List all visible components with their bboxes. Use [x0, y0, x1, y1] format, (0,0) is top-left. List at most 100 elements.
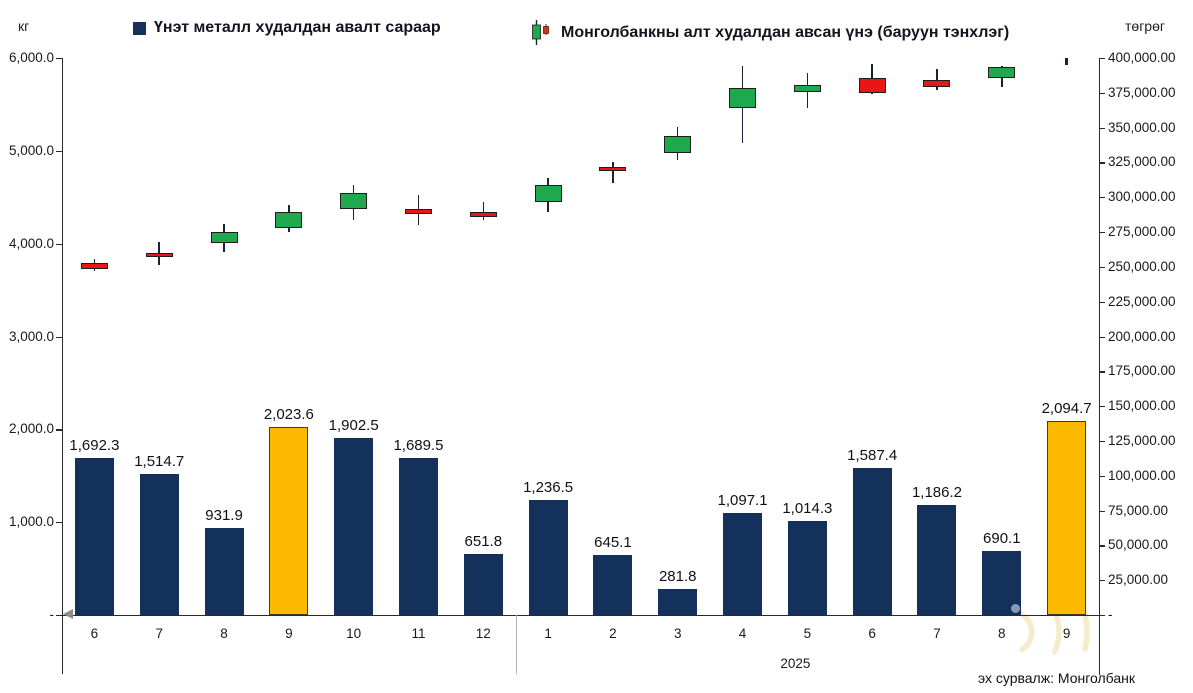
- right-axis-tick-label: 75,000.00: [1108, 502, 1169, 518]
- right-axis-tick: [1099, 580, 1105, 582]
- right-axis-tick: [1099, 301, 1105, 303]
- bar: [398, 458, 438, 615]
- right-axis-tick: [1099, 510, 1105, 512]
- right-axis-tick-label: 25,000.00: [1108, 572, 1169, 588]
- left-axis-tick-label: 5,000.0: [8, 142, 54, 158]
- x-axis-month-label: 6: [90, 626, 99, 641]
- candle-body: [404, 209, 432, 215]
- bar: [917, 504, 957, 615]
- right-axis-unit: төгрөг: [1125, 18, 1165, 34]
- right-axis-tick-label: 50,000.00: [1108, 537, 1169, 553]
- bar: [723, 513, 763, 615]
- legend-item-candles: Монголбанкны алт худалдан авсан үнэ (бар…: [531, 19, 1009, 46]
- right-axis-tick: [1099, 58, 1105, 60]
- candle-body: [340, 192, 368, 210]
- right-axis-tick-label: -: [1108, 607, 1113, 622]
- right-axis-line: [1099, 58, 1101, 675]
- right-axis-tick-label: 225,000.00: [1108, 293, 1176, 309]
- candle-body: [664, 135, 692, 153]
- x-axis-month-label: 8: [998, 626, 1006, 641]
- right-axis-tick-label: 350,000.00: [1108, 119, 1176, 135]
- right-axis-tick: [1099, 197, 1105, 199]
- legend-bar-label: Үнэт металл худалдан авалт сараар: [154, 19, 441, 36]
- left-axis-tick: [56, 429, 62, 431]
- bar: [334, 438, 374, 615]
- right-axis-tick-label: 200,000.00: [1108, 328, 1176, 344]
- x-axis-month-label: 7: [933, 626, 941, 641]
- legend-item-bars: Үнэт металл худалдан авалт сараар: [133, 19, 441, 37]
- right-axis-tick: [1099, 615, 1105, 617]
- right-axis-tick: [1099, 162, 1105, 164]
- candle-body: [210, 231, 238, 244]
- x-axis-month-label: 9: [285, 626, 293, 641]
- left-axis-tick-label: 1,000.0: [8, 514, 54, 530]
- right-axis-tick-label: 150,000.00: [1108, 398, 1176, 414]
- bar-value-label: 690.1: [983, 529, 1021, 547]
- bar: [852, 467, 892, 615]
- x-axis-month-label: 9: [1062, 626, 1071, 641]
- right-axis-tick: [1099, 232, 1105, 234]
- candle-body: [599, 166, 627, 171]
- year-label: 2025: [780, 656, 811, 671]
- right-axis-tick-label: 325,000.00: [1108, 154, 1176, 170]
- bar: [269, 427, 309, 615]
- bar-value-label: 1,236.5: [523, 479, 574, 497]
- year-divider: [515, 615, 517, 674]
- x-axis-month-label: 8: [220, 626, 228, 641]
- x-axis-month-label: 11: [411, 626, 426, 641]
- bar: [204, 528, 244, 615]
- candle-wick: [612, 161, 614, 184]
- scroll-left-arrow-icon[interactable]: [63, 609, 73, 619]
- right-axis-tick-label: 300,000.00: [1108, 189, 1176, 205]
- right-axis-tick-label: 400,000.00: [1108, 50, 1176, 65]
- legend-candle-label: Монголбанкны алт худалдан авсан үнэ (бар…: [561, 23, 1010, 41]
- left-axis-tick: [56, 150, 62, 153]
- candle-body: [923, 80, 951, 87]
- right-axis-tick-label: 100,000.00: [1108, 467, 1176, 483]
- right-axis-tick-label: 250,000.00: [1108, 258, 1176, 274]
- candle-body: [534, 184, 562, 202]
- left-axis-line: [62, 58, 64, 674]
- bar-value-label: 651.8: [464, 533, 503, 551]
- right-axis-tick: [1099, 545, 1105, 547]
- left-axis-tick-label: 3,000.0: [8, 328, 54, 344]
- candle-body: [729, 87, 757, 109]
- bar: [463, 554, 503, 615]
- bar: [74, 457, 114, 615]
- left-axis-unit: кг: [18, 18, 30, 34]
- bar-value-label: 1,902.5: [328, 417, 379, 435]
- candle-body: [80, 263, 108, 270]
- bar-series-swatch-icon: [133, 21, 146, 35]
- bar: [528, 500, 568, 615]
- bar: [658, 588, 698, 615]
- right-axis-tick-label: 175,000.00: [1108, 363, 1176, 379]
- candle-body: [793, 85, 821, 92]
- left-axis-tick: [56, 58, 62, 60]
- candlestick-icon: [532, 20, 549, 45]
- x-axis-month-label: 12: [475, 626, 491, 641]
- bar-value-label: 281.8: [658, 567, 697, 585]
- left-axis-tick-label: 6,000.0: [8, 50, 54, 65]
- bar-value-label: 645.1: [594, 534, 632, 552]
- bar: [139, 474, 179, 615]
- right-axis-tick: [1099, 92, 1105, 94]
- candle-wick: [1065, 58, 1068, 66]
- bar-value-label: 1,097.1: [717, 492, 768, 510]
- right-axis-tick: [1099, 336, 1105, 338]
- candle-body: [988, 67, 1016, 78]
- candle-wick: [936, 69, 938, 90]
- left-axis-tick: [56, 243, 62, 245]
- right-axis-tick: [1099, 440, 1105, 443]
- bar: [593, 555, 633, 615]
- bar-value-label: 1,186.2: [911, 483, 962, 501]
- left-axis-tick-label: 4,000.0: [8, 235, 54, 251]
- candle-body: [275, 211, 303, 229]
- source-note: эх сурвалж: Монголбанк: [977, 670, 1135, 686]
- x-axis-month-label: 1: [544, 626, 552, 641]
- right-axis-tick: [1099, 406, 1105, 408]
- x-axis-month-label: 2: [609, 626, 617, 641]
- x-axis-month-label: 10: [346, 626, 362, 641]
- left-axis-tick: [56, 336, 62, 338]
